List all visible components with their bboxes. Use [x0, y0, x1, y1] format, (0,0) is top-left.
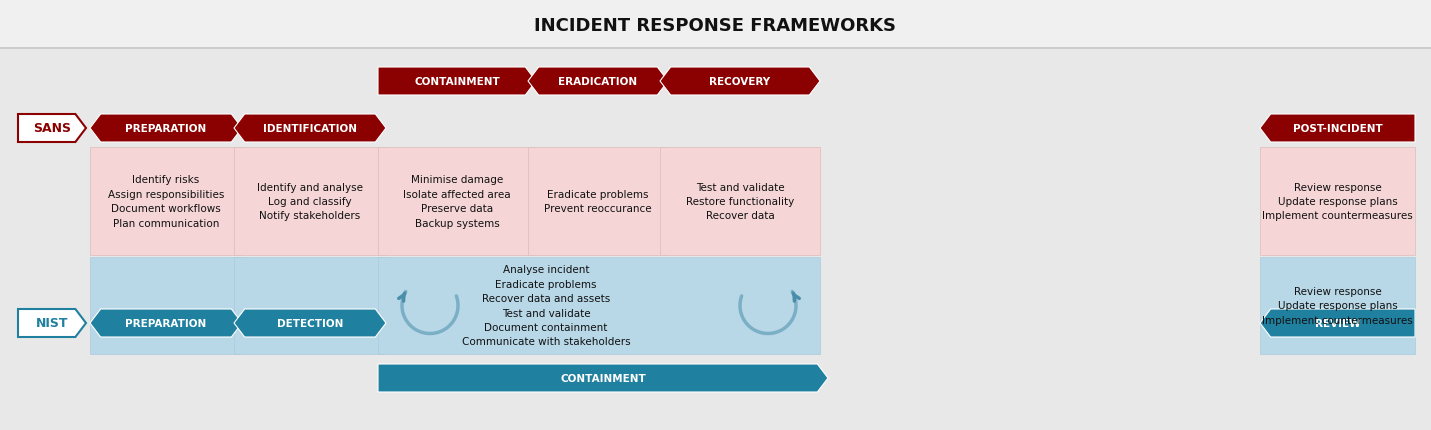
Bar	[1261, 147, 1415, 255]
Bar	[660, 147, 820, 255]
Bar	[378, 147, 537, 255]
Bar	[90, 258, 242, 354]
Text: Review response
Update response plans
Implement countermeasures: Review response Update response plans Im…	[1262, 182, 1412, 221]
Bar	[528, 147, 668, 255]
Polygon shape	[90, 309, 242, 337]
Text: RECOVERY: RECOVERY	[710, 77, 770, 87]
Text: Eradicate problems
Prevent reoccurance: Eradicate problems Prevent reoccurance	[544, 189, 651, 214]
Polygon shape	[378, 68, 537, 96]
Text: PREPARATION: PREPARATION	[126, 124, 206, 134]
Polygon shape	[528, 68, 668, 96]
Polygon shape	[19, 115, 86, 143]
Bar	[378, 258, 820, 354]
Text: Review response
Update response plans
Implement countermeasures: Review response Update response plans Im…	[1262, 286, 1412, 325]
Bar	[90, 147, 242, 255]
Bar	[235, 258, 386, 354]
Polygon shape	[378, 364, 829, 392]
Text: CONTAINMENT: CONTAINMENT	[560, 373, 645, 383]
Text: IDENTIFICATION: IDENTIFICATION	[263, 124, 356, 134]
Text: NIST: NIST	[36, 317, 69, 330]
Text: Test and validate
Restore functionality
Recover data: Test and validate Restore functionality …	[685, 182, 794, 221]
Polygon shape	[90, 115, 242, 143]
Text: INCIDENT RESPONSE FRAMEWORKS: INCIDENT RESPONSE FRAMEWORKS	[535, 17, 896, 35]
Text: POST-INCIDENT: POST-INCIDENT	[1292, 124, 1382, 134]
Bar	[235, 147, 386, 255]
Polygon shape	[660, 68, 820, 96]
Text: SANS: SANS	[33, 122, 72, 135]
Text: Identify and analyse
Log and classify
Notify stakeholders: Identify and analyse Log and classify No…	[258, 182, 363, 221]
Text: DETECTION: DETECTION	[276, 318, 343, 328]
Bar	[0, 0, 1431, 48]
Polygon shape	[1261, 115, 1415, 143]
Text: REVIEW: REVIEW	[1315, 318, 1361, 328]
Polygon shape	[235, 309, 386, 337]
Text: PREPARATION: PREPARATION	[126, 318, 206, 328]
Text: Analyse incident
Eradicate problems
Recover data and assets
Test and validate
Do: Analyse incident Eradicate problems Reco…	[462, 265, 630, 347]
Bar	[1261, 258, 1415, 354]
Text: Identify risks
Assign responsibilities
Document workflows
Plan communication: Identify risks Assign responsibilities D…	[107, 175, 225, 228]
Polygon shape	[235, 115, 386, 143]
Bar	[0, 48, 1431, 50]
Polygon shape	[1261, 309, 1415, 337]
Text: ERADICATION: ERADICATION	[558, 77, 638, 87]
Bar	[0, 50, 1431, 430]
Text: Minimise damage
Isolate affected area
Preserve data
Backup systems: Minimise damage Isolate affected area Pr…	[404, 175, 511, 228]
Text: CONTAINMENT: CONTAINMENT	[414, 77, 499, 87]
Polygon shape	[19, 309, 86, 337]
